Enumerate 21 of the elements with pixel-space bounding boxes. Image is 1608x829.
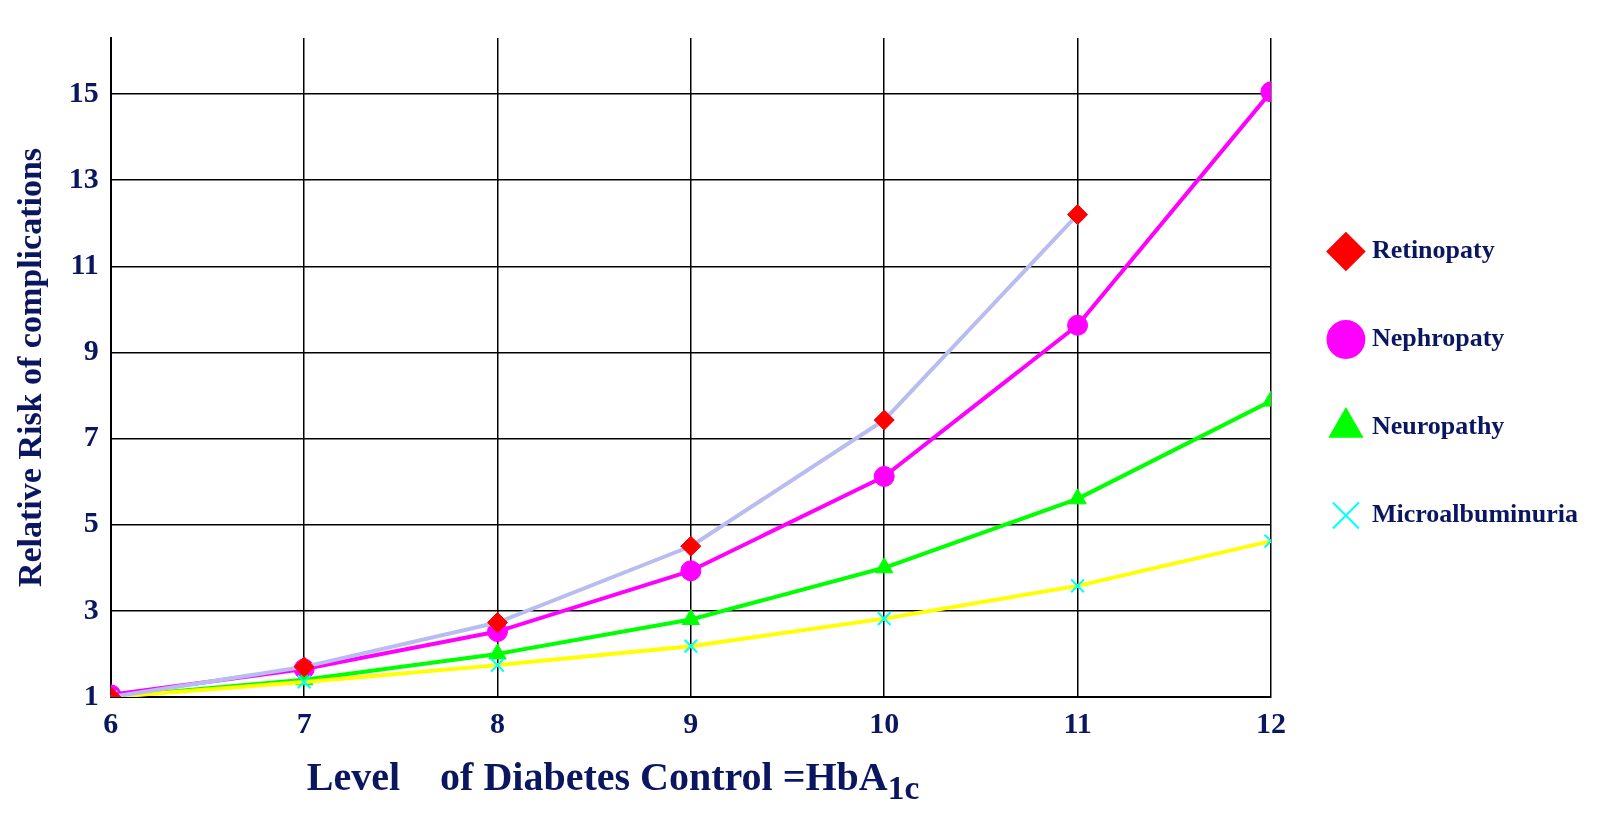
x-tick-label: 12 <box>1255 705 1286 739</box>
y-axis-title: Relative Risk of complications <box>11 147 49 588</box>
x-axis-title: Level of Diabetes Control =HbA$_{1c}$ <box>305 753 921 807</box>
x-tick-label: 9 <box>683 705 699 739</box>
y-tick-label: 7 <box>83 419 99 453</box>
x-tick-label: 8 <box>490 705 506 739</box>
y-tick-label: 9 <box>83 333 99 367</box>
y-tick-label: 11 <box>70 247 99 281</box>
y-tick-label: 1 <box>83 677 99 711</box>
y-tick-label: 15 <box>68 74 99 108</box>
legend-label: Microalbuminuria <box>1371 499 1579 529</box>
x-tick-label: 6 <box>103 705 119 739</box>
y-tick-label: 5 <box>83 505 99 539</box>
legend-label: Neuropathy <box>1371 411 1505 441</box>
legend-label: Nephropaty <box>1371 323 1505 353</box>
legend-label: Retinopaty <box>1371 235 1495 265</box>
y-tick-label: 3 <box>83 591 99 625</box>
y-tick-label: 13 <box>68 160 99 194</box>
x-tick-label: 7 <box>296 705 312 739</box>
x-tick-label: 10 <box>869 705 900 739</box>
x-tick-label: 11 <box>1063 705 1092 739</box>
